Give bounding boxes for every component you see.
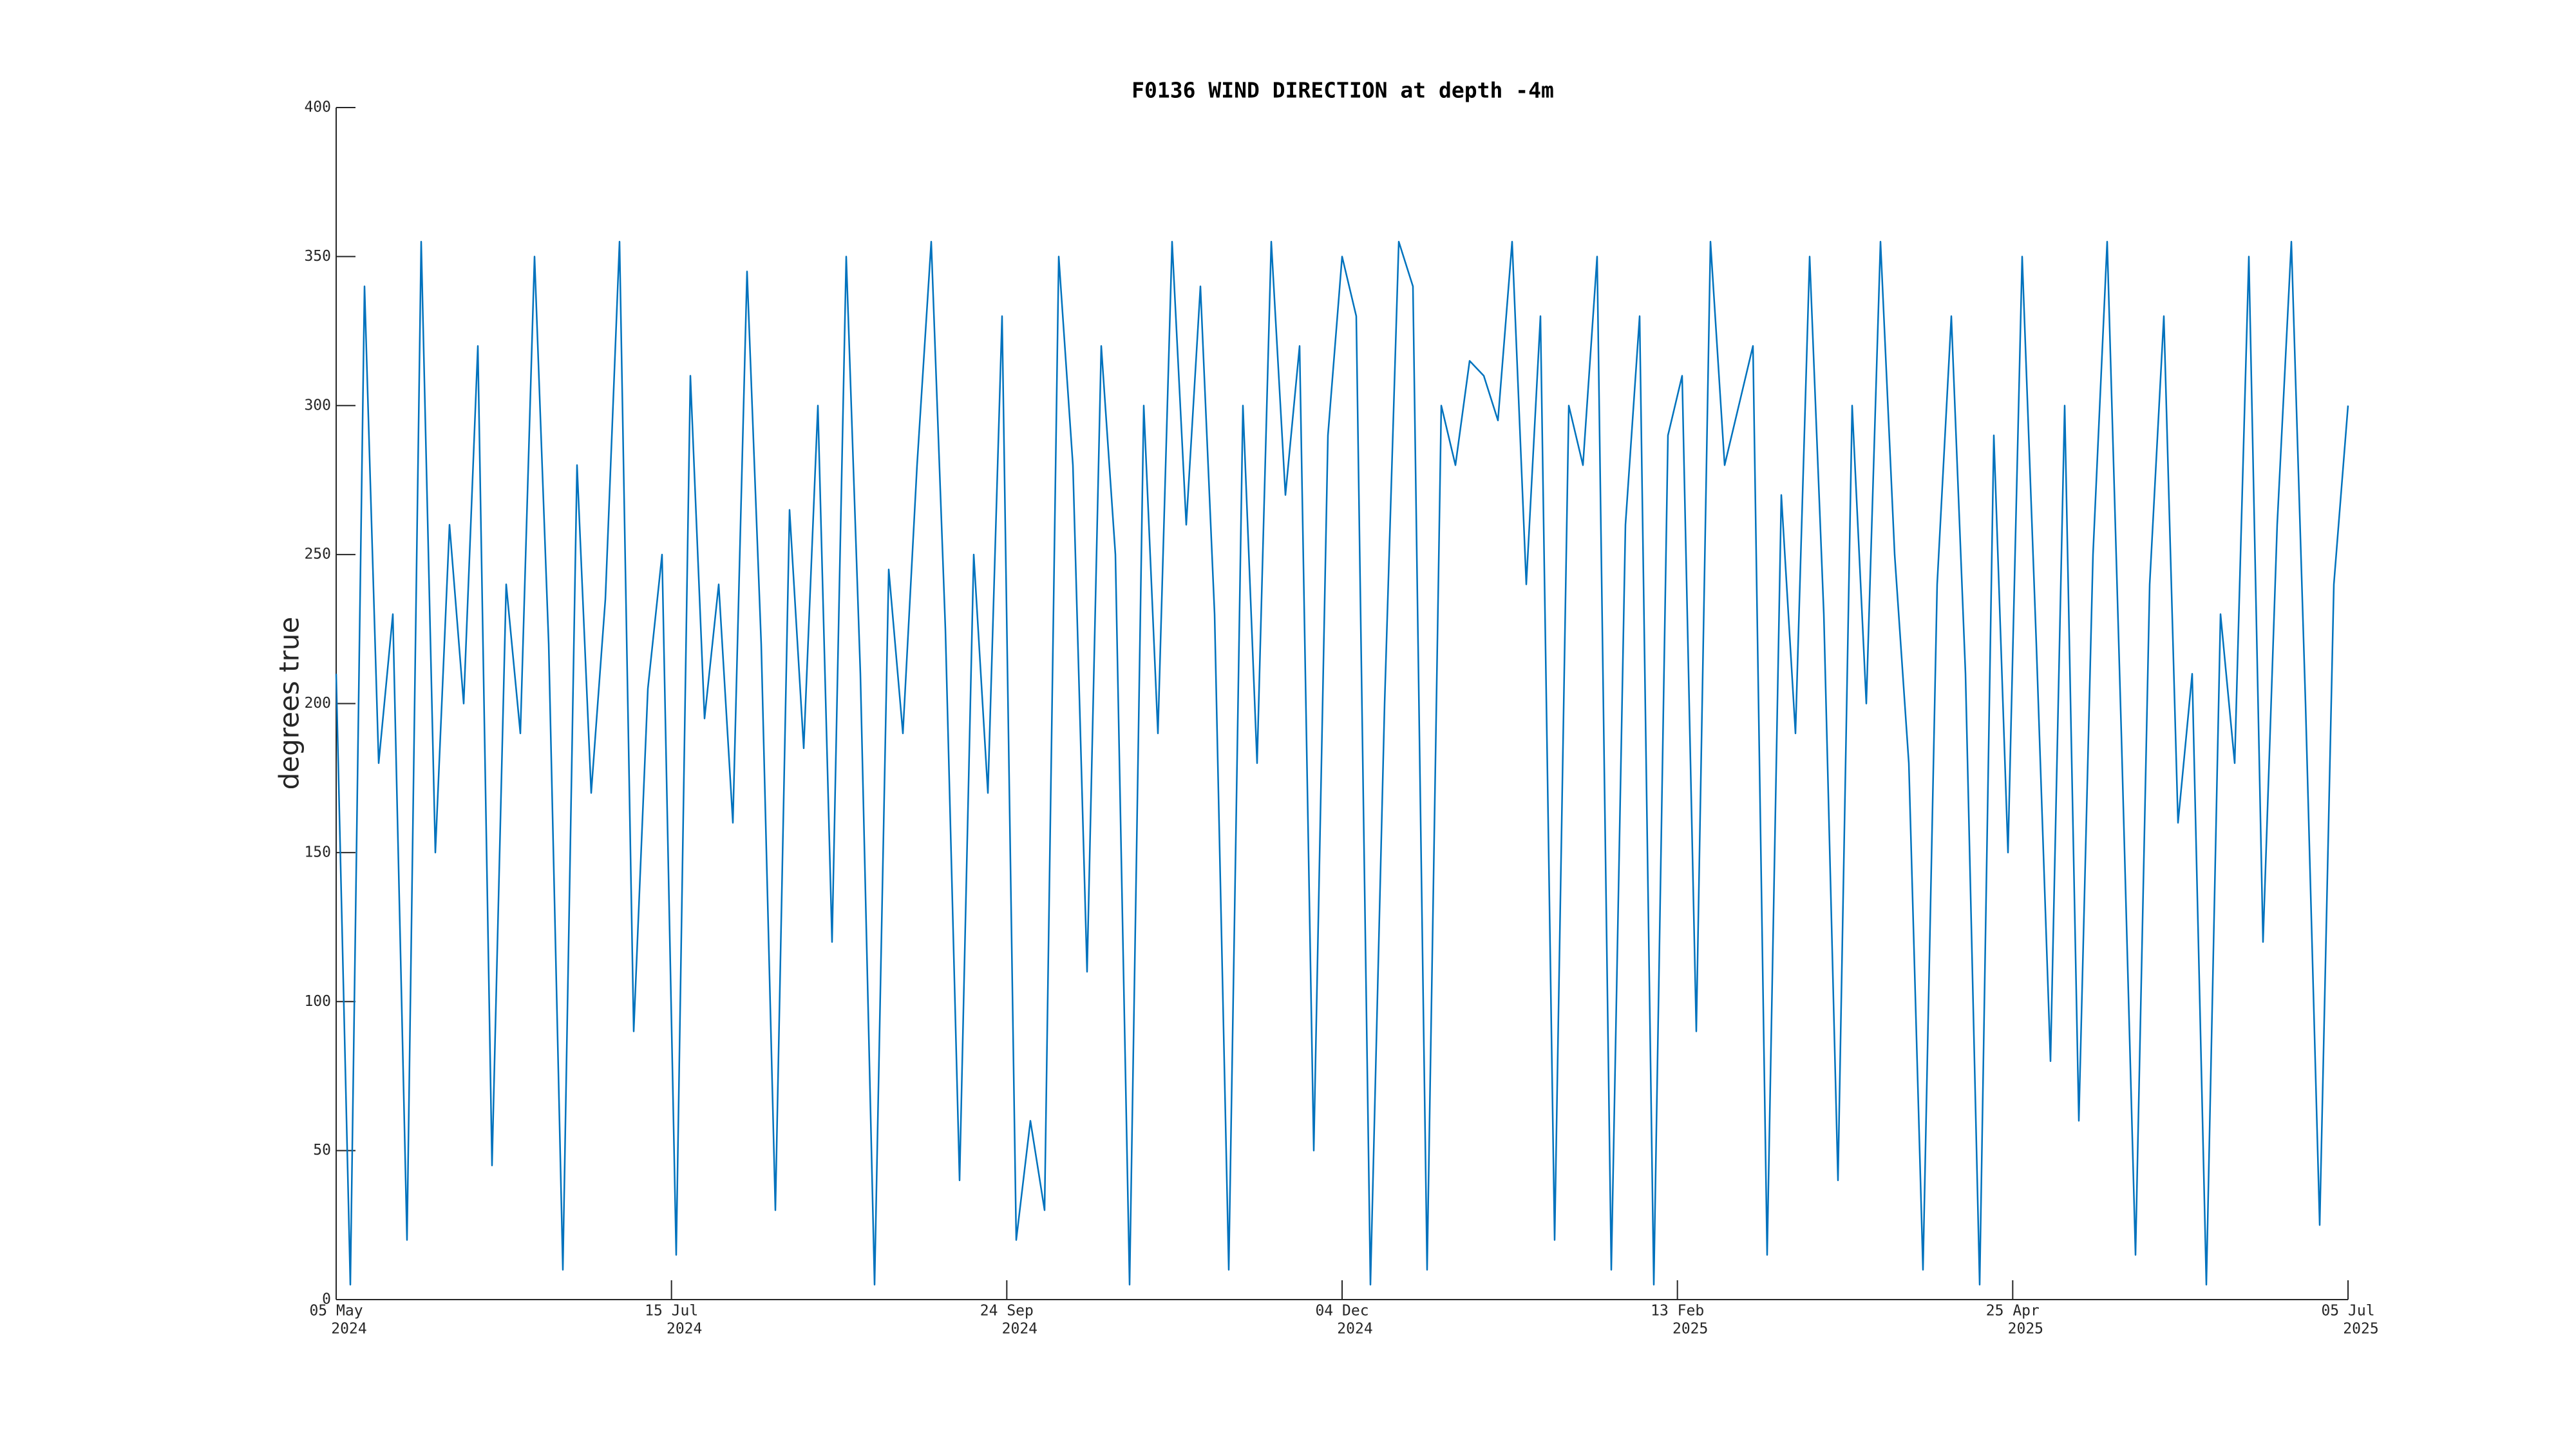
x-tick-label: 24 Sep [980, 1303, 1034, 1320]
y-tick-label: 250 [304, 546, 331, 563]
y-tick-label: 50 [313, 1142, 331, 1159]
y-tick-label: 100 [304, 993, 331, 1010]
y-tick-label: 150 [304, 844, 331, 860]
chart-title: F0136 WIND DIRECTION at depth -4m [1132, 78, 1554, 103]
x-tick-label: 15 Jul [645, 1303, 698, 1320]
x-tick-year: 2024 [1337, 1321, 1372, 1338]
y-tick-label: 0 [322, 1291, 331, 1308]
y-axis-label: degrees true [274, 617, 305, 790]
x-tick-year: 2024 [667, 1321, 702, 1338]
y-tick-label: 400 [304, 99, 331, 116]
data-line [335, 240, 2349, 1286]
y-tick-label: 200 [304, 695, 331, 712]
x-tick-label: 04 Dec [1315, 1303, 1368, 1320]
x-tick-year: 2025 [2008, 1321, 2043, 1338]
x-tick-label: 05 Jul [2321, 1303, 2374, 1320]
x-tick-year: 2024 [1002, 1321, 1037, 1338]
y-tick-label: 350 [304, 248, 331, 265]
x-tick-year: 2024 [331, 1321, 366, 1338]
x-tick-year: 2025 [1672, 1321, 1708, 1338]
x-tick-label: 13 Feb [1651, 1303, 1704, 1320]
x-tick-year: 2025 [2343, 1321, 2378, 1338]
x-tick-label: 25 Apr [1986, 1303, 2040, 1320]
x-tick-label: 05 May [309, 1303, 363, 1320]
y-tick-label: 300 [304, 397, 331, 413]
